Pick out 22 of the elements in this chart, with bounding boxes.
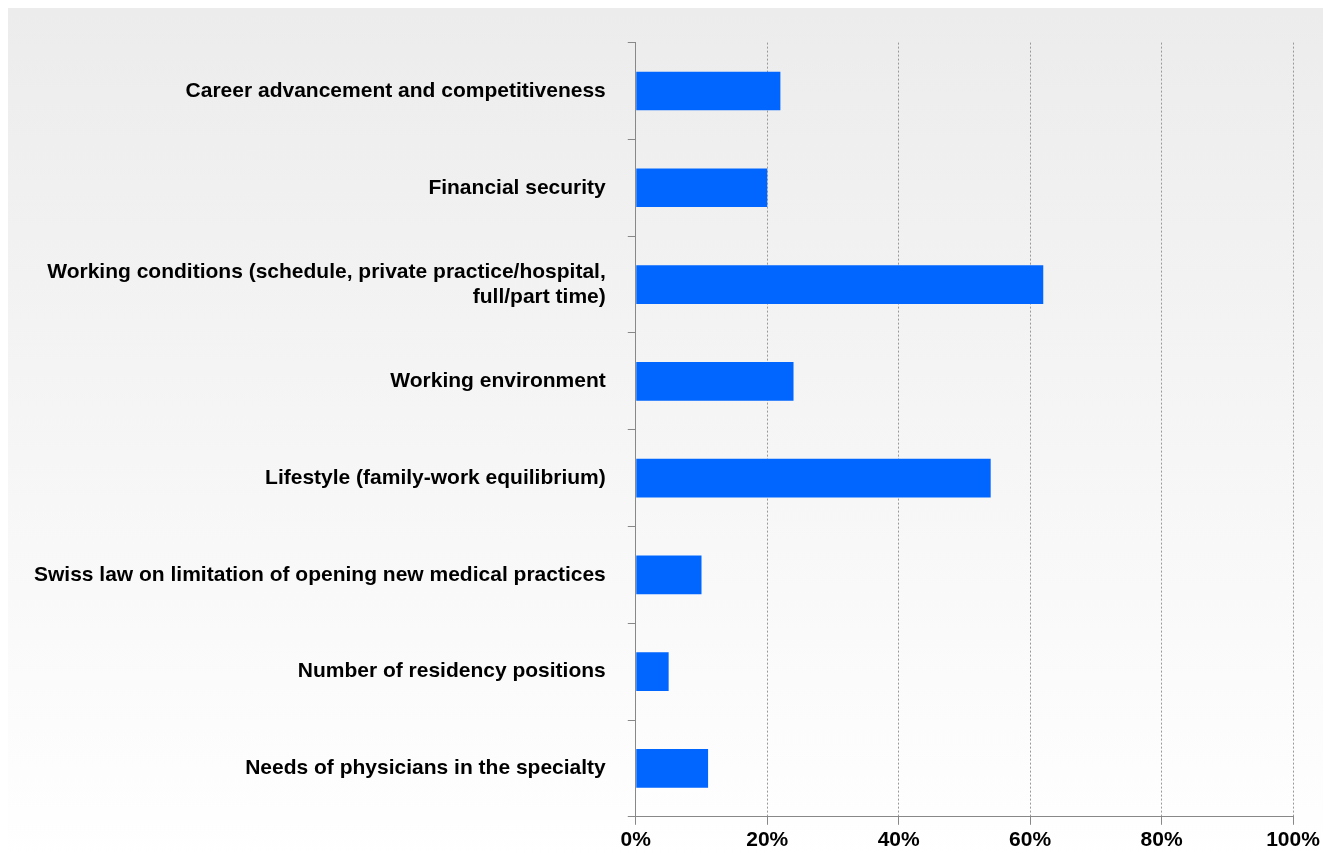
- y-tick-label: Working conditions (schedule, private practice/hospital, full/part time): [47, 258, 606, 307]
- bar: [636, 652, 669, 691]
- x-tick-label: 0%: [620, 827, 652, 851]
- bar: [636, 265, 1044, 304]
- bar: [636, 71, 781, 111]
- x-tick-label: 80%: [1140, 827, 1183, 851]
- bar: [636, 458, 991, 498]
- bar: [636, 361, 794, 401]
- y-tick-label: Number of residency positions: [297, 658, 606, 682]
- y-tick-label: Needs of physicians in the specialty: [245, 755, 607, 779]
- y-tick-label: Lifestyle (family-work equilibrium): [265, 464, 606, 488]
- x-tick-label: 20%: [746, 827, 789, 851]
- bar: [636, 168, 768, 208]
- y-tick-label: Financial security: [428, 174, 607, 198]
- x-tick-label: 60%: [1009, 827, 1052, 851]
- bar: [636, 555, 702, 595]
- y-tick-label: Working environment: [390, 368, 606, 392]
- y-tick-label: Swiss law on limitation of opening new medical practices: [33, 561, 606, 585]
- y-tick-label: Career advancement and competitiveness: [185, 77, 606, 101]
- x-tick-label: 40%: [877, 827, 921, 851]
- bar: [636, 749, 709, 788]
- x-tick-label: 100%: [1266, 827, 1321, 851]
